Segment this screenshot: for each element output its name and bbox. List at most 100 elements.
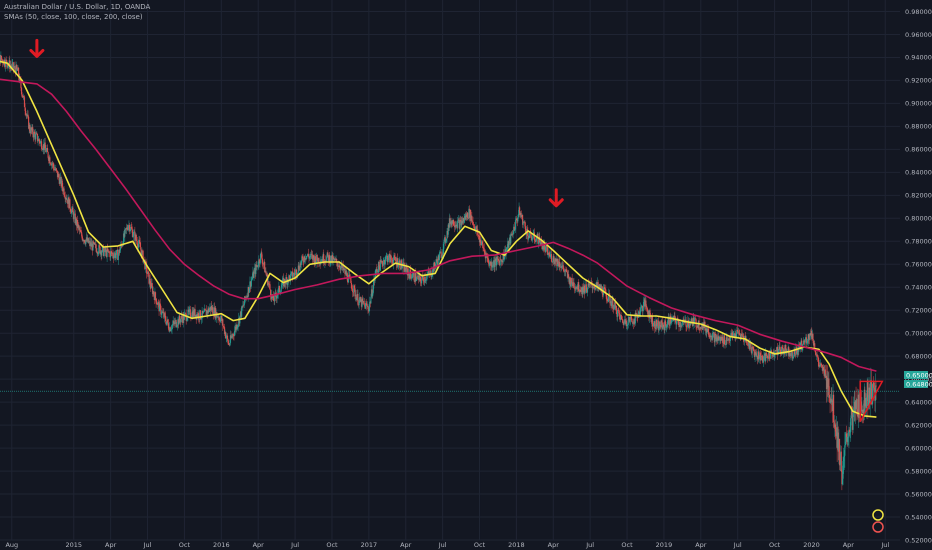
candle-body <box>743 338 746 342</box>
triangle-drawing[interactable] <box>859 380 884 423</box>
candle-body <box>164 315 167 322</box>
candle-body <box>458 219 460 221</box>
candle-body <box>471 220 474 222</box>
candle-body <box>752 347 754 351</box>
candle-body <box>842 461 844 479</box>
candle-body <box>778 348 780 351</box>
candle-body <box>376 269 378 272</box>
tradingview-logo[interactable] <box>872 509 884 533</box>
time-axis[interactable]: Aug 2015 Apr Jul Oct 2016 Apr Jul Oct 2017 Apr Jul O… <box>5 541 889 549</box>
candle-body <box>365 303 367 304</box>
candle-body <box>381 261 383 264</box>
candle-body <box>687 320 690 326</box>
candle-body <box>615 306 618 315</box>
candle-body <box>640 306 642 308</box>
candle-body <box>657 320 659 331</box>
candle-body <box>871 384 874 405</box>
candle-body <box>416 276 419 278</box>
candle-body <box>530 232 532 237</box>
candle-body <box>491 266 494 268</box>
candle-body <box>153 291 155 295</box>
candle-body <box>798 344 800 346</box>
candle-body <box>384 261 386 265</box>
sma-200-line[interactable] <box>0 78 877 372</box>
candle-body <box>127 225 129 230</box>
candle-body <box>244 296 246 304</box>
candle-body <box>532 237 534 239</box>
candle-body <box>65 198 67 200</box>
candle-body <box>781 346 783 349</box>
candle-body <box>516 218 518 221</box>
candle-body <box>485 253 488 255</box>
candle-body <box>258 259 260 264</box>
x-tick-label: 2019 <box>656 541 673 549</box>
chart-annotations <box>29 38 884 423</box>
candle-body <box>812 333 814 342</box>
candle-body <box>424 276 426 281</box>
sma-50-line[interactable] <box>0 60 877 418</box>
candle-body <box>514 220 517 230</box>
candle-body <box>653 323 655 327</box>
candle-body <box>676 321 678 325</box>
candle-body <box>103 250 105 256</box>
candle-body <box>642 301 645 308</box>
candle-body <box>140 246 142 250</box>
candle-body <box>388 255 390 261</box>
candle-body <box>742 335 744 339</box>
candle-body <box>202 311 204 314</box>
candle-body <box>438 253 440 261</box>
candle-body <box>866 397 868 409</box>
candle-body <box>527 232 529 240</box>
candle-body <box>530 236 533 241</box>
candle-body <box>459 220 461 229</box>
candle-body <box>534 239 536 241</box>
candle-body <box>33 131 35 138</box>
candle-body <box>655 319 658 327</box>
candle-body <box>272 295 275 301</box>
candle-body <box>166 322 168 325</box>
candle-body <box>135 234 137 240</box>
candle-body <box>225 332 227 339</box>
candle-body <box>204 308 206 310</box>
x-tick-label: Apr <box>843 541 855 549</box>
candle-body <box>723 335 726 345</box>
candle-body <box>172 324 174 326</box>
y-tick-label: 0.62000 <box>905 421 932 429</box>
candle-body <box>157 302 159 305</box>
candle-body <box>95 244 97 249</box>
candle-body <box>752 346 754 348</box>
y-tick-label: 0.72000 <box>905 307 932 315</box>
candle-body <box>301 256 304 259</box>
candle-body <box>593 286 596 289</box>
candle-body <box>411 277 413 278</box>
candle-body <box>867 382 869 407</box>
y-tick-label: 0.70000 <box>905 329 932 337</box>
candle-body <box>222 325 224 327</box>
candle-body <box>97 252 99 254</box>
candle-body <box>20 87 23 95</box>
candle-body <box>447 224 449 235</box>
candle-body <box>186 317 188 321</box>
candle-body <box>231 336 233 338</box>
candle-body <box>78 225 80 228</box>
candle-body <box>670 316 672 323</box>
candle-body <box>58 173 60 178</box>
y-tick-label: 0.52000 <box>905 536 932 544</box>
candle-body <box>765 352 767 356</box>
candle-body <box>203 311 205 313</box>
candle-body <box>480 243 482 246</box>
candle-body <box>113 255 115 259</box>
candle-body <box>405 266 407 273</box>
price-axis[interactable]: 0.98000 0.96000 0.94000 0.92000 0.90000 0.880… <box>905 8 932 545</box>
candle-body <box>117 254 119 261</box>
candle-body <box>24 107 26 111</box>
candle-body <box>549 254 551 257</box>
candle-body <box>15 65 17 75</box>
candle-body <box>27 114 29 117</box>
candle-body <box>499 259 501 266</box>
candle-body <box>212 307 214 314</box>
candle-body <box>869 387 871 405</box>
candle-body <box>845 433 848 437</box>
y-tick-label: 0.88000 <box>905 123 932 131</box>
